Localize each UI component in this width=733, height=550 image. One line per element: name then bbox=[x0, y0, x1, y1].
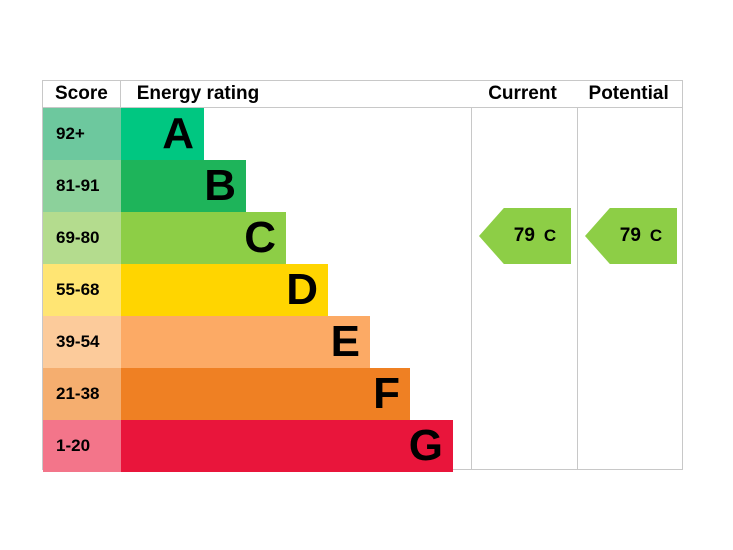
band-bar-b: B bbox=[121, 160, 246, 212]
band-letter-e: E bbox=[330, 317, 360, 366]
score-range-c: 69-80 bbox=[43, 212, 121, 264]
potential-rating-value: 79 bbox=[619, 225, 641, 246]
band-row-e: 39-54 E bbox=[43, 316, 682, 368]
energy-rating-column-header: Energy rating bbox=[136, 83, 260, 104]
score-range-b: 81-91 bbox=[43, 160, 121, 212]
table-header-row: Score Energy rating Current Potential bbox=[43, 81, 682, 108]
epc-rating-chart: Score Energy rating Current Potential 92… bbox=[42, 80, 683, 472]
current-rating-value: 79 bbox=[513, 225, 535, 246]
current-rating-letter: C bbox=[543, 226, 557, 245]
potential-column-header: Potential bbox=[588, 83, 669, 104]
score-range-e: 39-54 bbox=[43, 316, 121, 368]
score-range-f: 21-38 bbox=[43, 368, 121, 420]
band-letter-a: A bbox=[162, 109, 194, 158]
score-range-d: 55-68 bbox=[43, 264, 121, 316]
band-row-d: 55-68 D bbox=[43, 264, 682, 316]
band-rows: 92+ A 81-91 B 69-80 C 55-68 D 39-54 E 21-38 F 1-20 G bbox=[43, 108, 682, 472]
potential-rating-letter: C bbox=[649, 226, 663, 245]
band-letter-g: G bbox=[408, 421, 443, 470]
band-bar-a: A bbox=[121, 108, 204, 160]
band-bar-c: C bbox=[121, 212, 286, 264]
band-row-c: 69-80 C bbox=[43, 212, 682, 264]
band-letter-d: D bbox=[286, 265, 318, 314]
band-bar-g: G bbox=[121, 420, 453, 472]
band-letter-f: F bbox=[373, 369, 400, 418]
score-range-g: 1-20 bbox=[43, 420, 121, 472]
score-range-a: 92+ bbox=[43, 108, 121, 160]
current-column-header: Current bbox=[488, 83, 557, 104]
score-column-header: Score bbox=[43, 81, 121, 107]
band-row-f: 21-38 F bbox=[43, 368, 682, 420]
band-row-g: 1-20 G bbox=[43, 420, 682, 472]
band-letter-b: B bbox=[204, 161, 236, 210]
band-row-b: 81-91 B bbox=[43, 160, 682, 212]
band-row-a: 92+ A bbox=[43, 108, 682, 160]
band-bar-d: D bbox=[121, 264, 328, 316]
current-column-divider bbox=[471, 81, 472, 469]
band-letter-c: C bbox=[244, 213, 276, 262]
band-bar-e: E bbox=[121, 316, 370, 368]
band-bar-f: F bbox=[121, 368, 410, 420]
potential-column-divider bbox=[577, 81, 578, 469]
